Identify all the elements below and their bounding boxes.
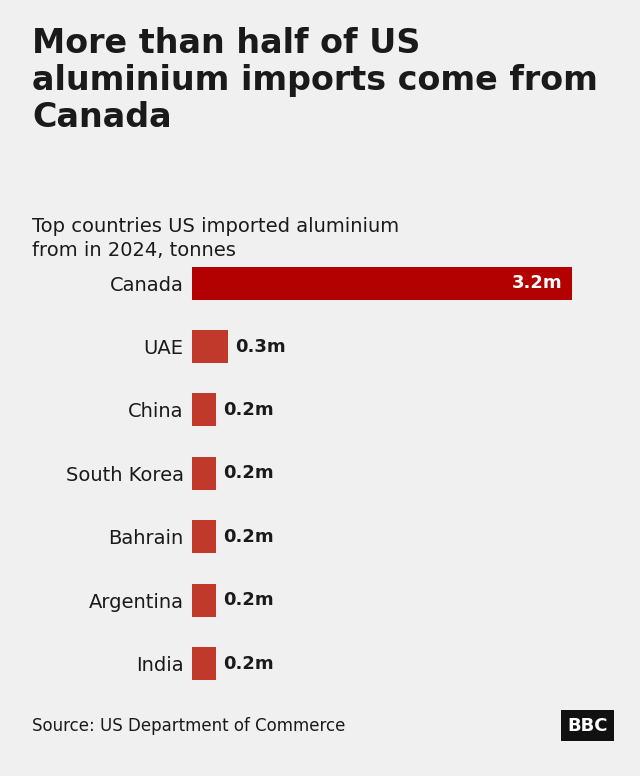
Bar — [192, 457, 216, 490]
Bar — [192, 520, 216, 553]
Bar — [192, 330, 228, 363]
Text: 0.2m: 0.2m — [223, 528, 273, 546]
Text: Top countries US imported aluminium
from in 2024, tonnes: Top countries US imported aluminium from… — [32, 217, 399, 260]
Text: 0.2m: 0.2m — [223, 591, 273, 609]
Bar — [192, 584, 216, 617]
Bar — [192, 647, 216, 680]
Text: 0.2m: 0.2m — [223, 401, 273, 419]
Text: 0.2m: 0.2m — [223, 654, 273, 673]
Text: More than half of US
aluminium imports come from
Canada: More than half of US aluminium imports c… — [32, 27, 598, 134]
Text: 0.3m: 0.3m — [235, 338, 285, 355]
Text: 0.2m: 0.2m — [223, 464, 273, 483]
Text: 3.2m: 3.2m — [512, 274, 563, 293]
Text: BBC: BBC — [568, 716, 608, 735]
Bar — [192, 267, 572, 300]
Bar — [192, 393, 216, 427]
Text: Source: US Department of Commerce: Source: US Department of Commerce — [32, 716, 346, 735]
